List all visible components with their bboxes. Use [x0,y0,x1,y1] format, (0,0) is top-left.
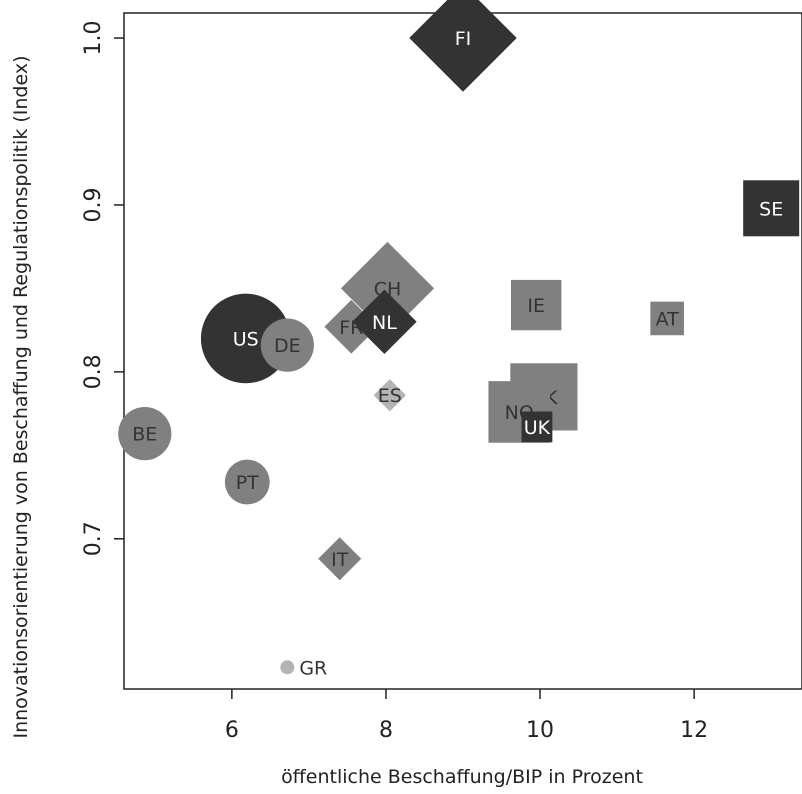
data-points: FISECHFRNLUSDEIEATDKNOUKESBEPTITGR [118,0,800,679]
data-point-gr: GR [280,657,327,679]
marker-diamond [318,537,362,581]
point-label: AT [656,308,680,330]
point-label: PT [236,472,259,494]
x-tick-label: 12 [680,718,708,743]
y-tick-label: 0.9 [81,187,106,222]
data-point-es: ES [373,379,406,412]
marker-square [510,279,562,331]
point-label: NL [372,312,397,334]
marker-circle [224,459,270,505]
y-axis-title: Innovationsorientierung von Beschaffung … [10,55,32,738]
point-label: IT [331,549,349,571]
point-label: ES [378,385,402,407]
x-axis: 6 8 10 12 [225,689,708,743]
point-label: GR [299,657,327,679]
y-tick-label: 1.0 [81,21,106,56]
point-label: UK [524,417,551,439]
data-point-at: AT [650,301,684,336]
marker-diamond [409,0,517,92]
data-point-ie: IE [510,279,562,331]
x-axis-title: öffentliche Beschaffung/BIP in Prozent [281,766,643,788]
marker-square [650,301,684,336]
marker-diamond [352,289,417,355]
data-point-pt: PT [224,459,270,505]
data-point-se: SE [743,180,800,237]
marker-circle [280,660,295,675]
data-point-de: DE [260,318,314,372]
point-label: IE [527,295,545,317]
data-point-uk: UK [521,411,553,443]
marker-square [743,180,800,237]
marker-circle [118,407,172,461]
y-tick-label: 0.8 [81,354,106,389]
marker-square [521,411,553,443]
data-point-be: BE [118,407,172,461]
x-tick-label: 8 [379,718,393,743]
marker-circle [260,318,314,372]
point-label: US [233,328,259,350]
x-tick-label: 6 [225,718,239,743]
marker-diamond [373,379,406,412]
point-label: BE [132,424,157,446]
y-axis: 0.7 0.8 0.9 1.0 [81,21,124,556]
point-label: DE [274,335,301,357]
data-point-nl: NL [352,289,417,355]
data-point-fi: FI [409,0,517,92]
point-label: SE [759,198,783,220]
data-point-it: IT [318,537,362,581]
y-tick-label: 0.7 [81,521,106,556]
point-label: FI [455,28,472,50]
x-tick-label: 10 [526,718,554,743]
